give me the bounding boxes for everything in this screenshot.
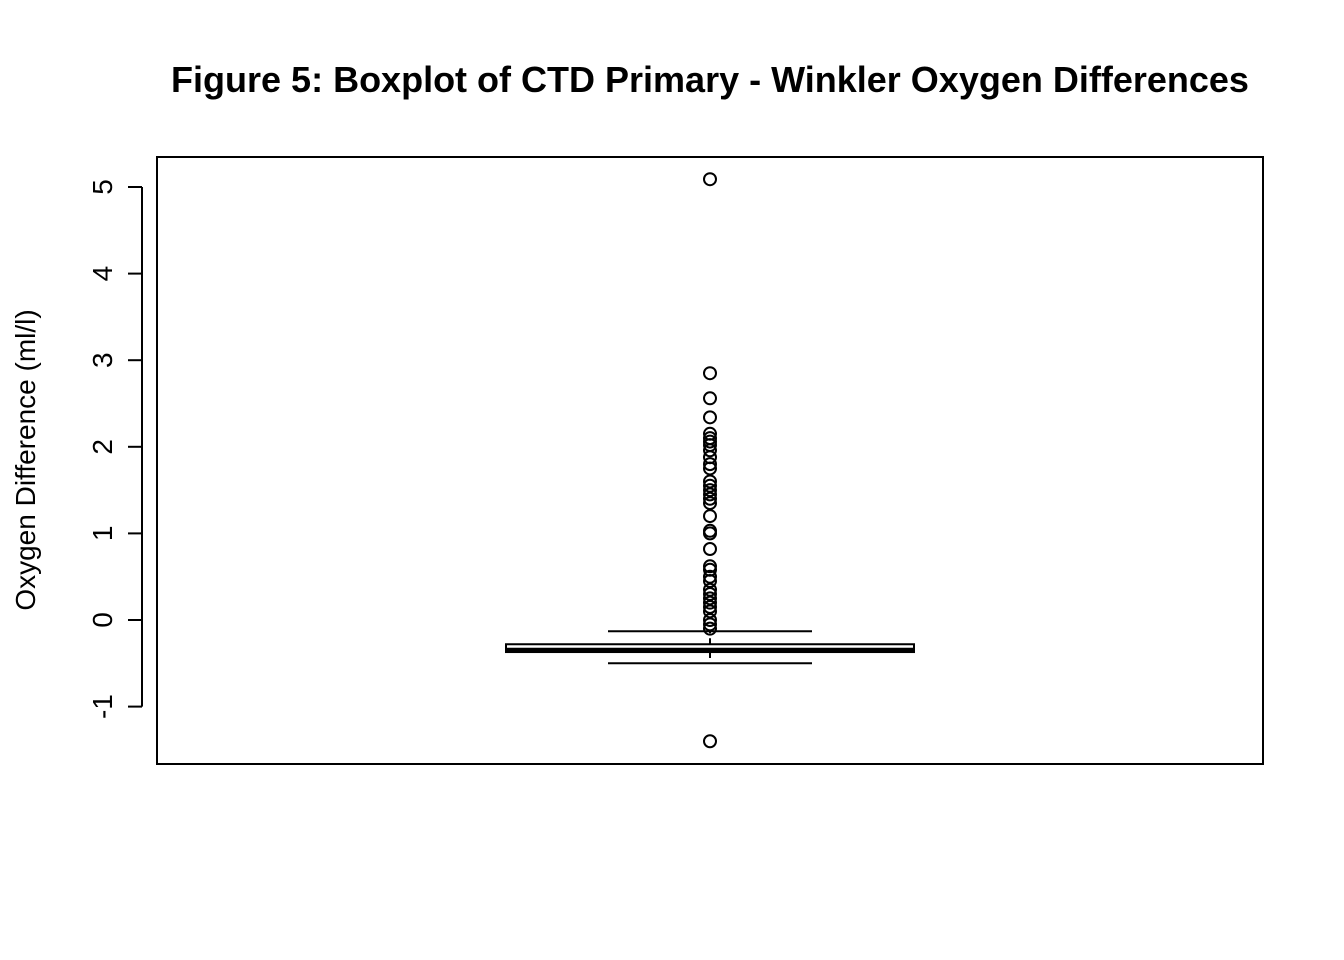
y-axis-ticks: -1 0 1 2 3 4 5	[87, 179, 142, 719]
outlier-point	[703, 391, 717, 406]
outlier-point	[703, 366, 717, 381]
y-tick-label: 0	[87, 612, 118, 628]
boxplot-series	[505, 630, 915, 665]
y-tick-label: 1	[87, 526, 118, 542]
outlier-point	[703, 541, 717, 556]
y-tick-label: 4	[87, 266, 118, 282]
outlier-point	[703, 617, 717, 632]
outlier-point	[703, 734, 717, 749]
chart-title: Figure 5: Boxplot of CTD Primary - Winkl…	[171, 59, 1249, 100]
y-tick-label: -1	[87, 694, 118, 719]
outlier-point	[703, 595, 717, 610]
y-axis-label: Oxygen Difference (ml/l)	[10, 309, 41, 610]
outlier-point	[703, 410, 717, 425]
outlier-point	[703, 487, 717, 502]
outlier-point	[703, 172, 717, 187]
outlier-point	[703, 457, 717, 472]
outlier-point	[703, 621, 717, 636]
outlier-point	[703, 443, 717, 458]
outlier-point	[703, 509, 717, 524]
y-tick-label: 2	[87, 439, 118, 455]
plot-frame	[156, 156, 1264, 765]
outlier-points	[703, 172, 717, 749]
y-tick-label: 3	[87, 352, 118, 368]
outlier-point	[703, 613, 717, 627]
y-tick-label: 5	[87, 179, 118, 195]
outlier-point	[703, 491, 717, 506]
outlier-point	[703, 526, 717, 541]
